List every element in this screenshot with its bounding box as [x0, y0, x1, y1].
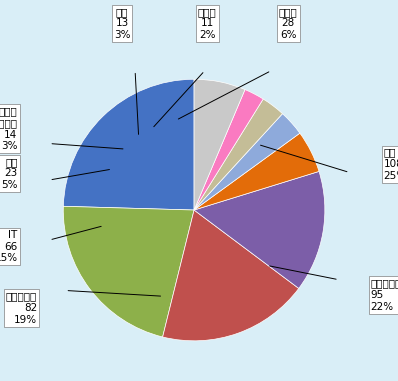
- Text: 業務サ
ポート業
14
3%: 業務サ ポート業 14 3%: [0, 107, 18, 151]
- Text: 教育
13
3%: 教育 13 3%: [114, 7, 131, 40]
- Wedge shape: [194, 99, 283, 210]
- Wedge shape: [194, 171, 325, 288]
- Text: コンサル等
82
19%: コンサル等 82 19%: [6, 291, 37, 325]
- Wedge shape: [194, 90, 263, 210]
- Wedge shape: [63, 79, 194, 210]
- Wedge shape: [194, 133, 319, 210]
- Text: 建設
23
5%: 建設 23 5%: [1, 157, 18, 190]
- Wedge shape: [194, 114, 300, 210]
- Wedge shape: [63, 206, 194, 337]
- Text: 小売・卸売
95
22%: 小売・卸売 95 22%: [371, 279, 398, 312]
- Text: その他
28
6%: その他 28 6%: [279, 7, 298, 40]
- Text: 製造
108
25%: 製造 108 25%: [384, 148, 398, 181]
- Wedge shape: [194, 79, 245, 210]
- Text: IT
66
15%: IT 66 15%: [0, 230, 18, 263]
- Text: 不動産
11
2%: 不動産 11 2%: [198, 7, 217, 40]
- Wedge shape: [163, 210, 299, 341]
